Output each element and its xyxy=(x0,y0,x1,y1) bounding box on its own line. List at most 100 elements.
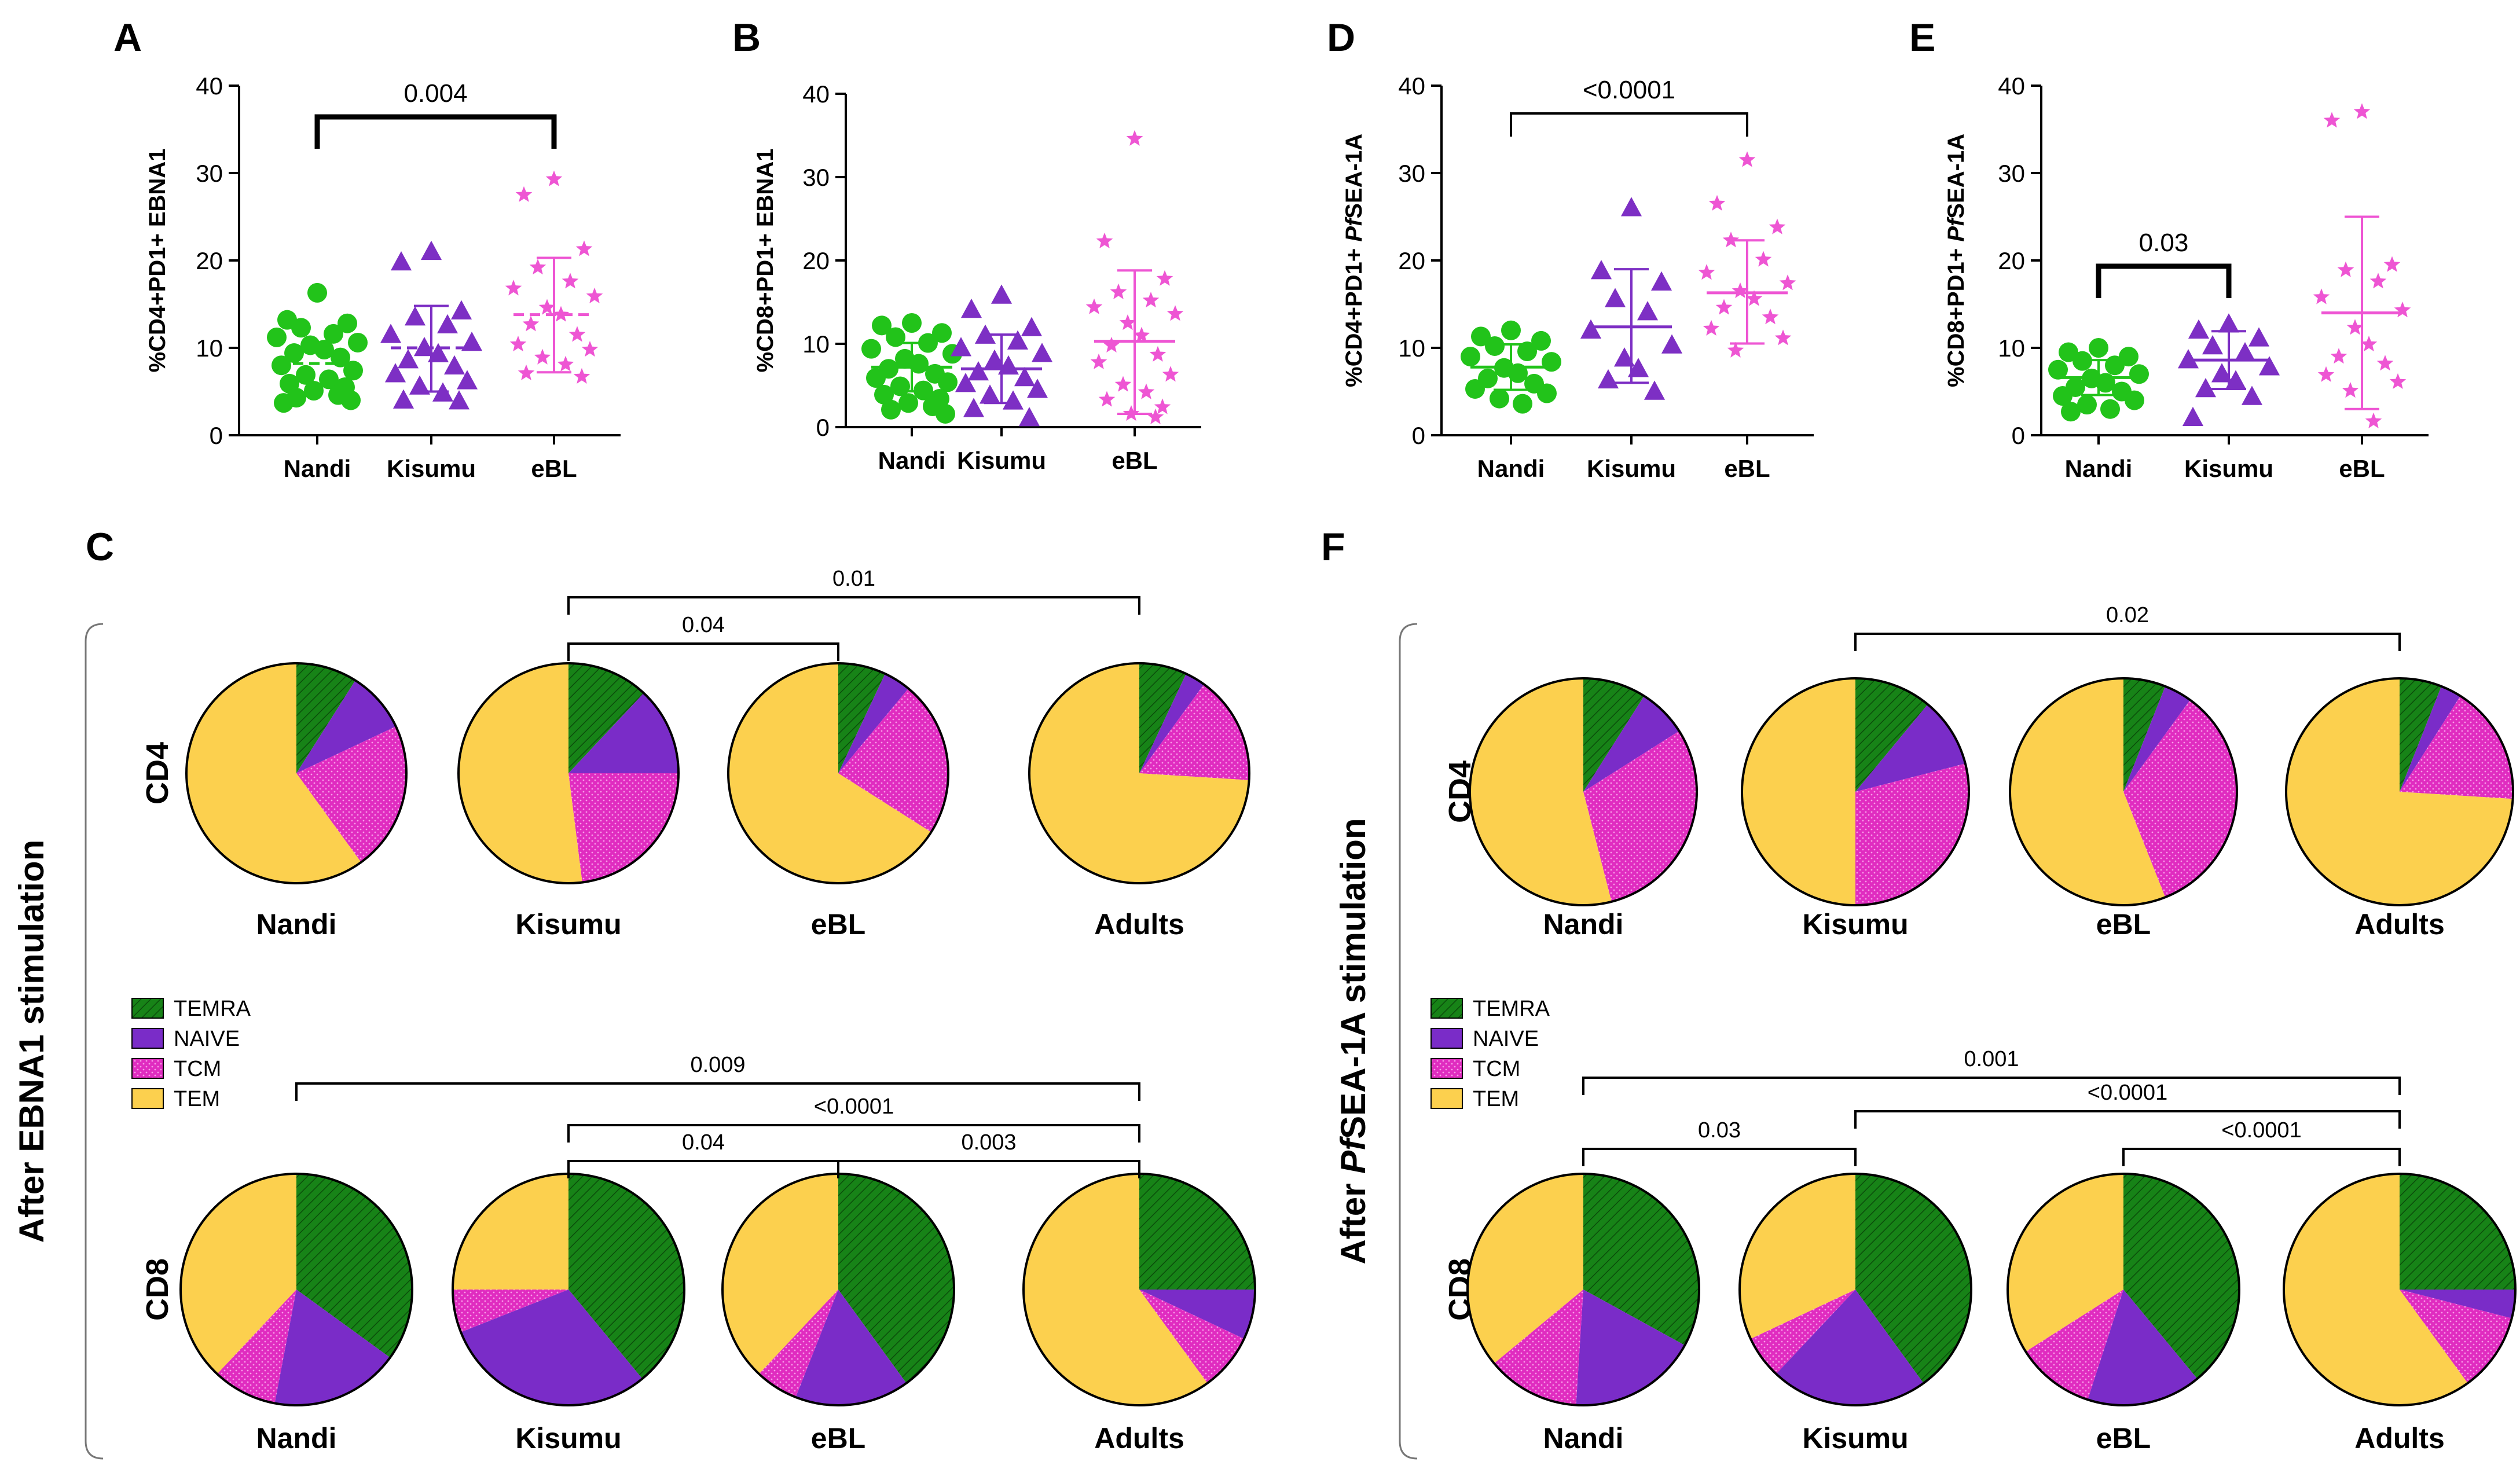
pie-outline xyxy=(1738,1173,1972,1406)
legend-label: TEM xyxy=(1473,1087,1519,1111)
temra-slice xyxy=(1583,678,1644,792)
data-point xyxy=(2383,256,2401,272)
series-kisumu xyxy=(380,240,483,410)
data-point xyxy=(2258,356,2280,376)
data-point xyxy=(979,384,1001,404)
scatter-panel-B: B 0 10 20 30 40 Nandi Kisumu eBL %CD8+PD1+ EBNA1 xyxy=(732,16,1201,474)
y-axis-label-prefix: %CD4+PD1+ xyxy=(1341,242,1367,387)
pie-adults xyxy=(1028,662,1250,884)
data-point xyxy=(1090,353,1107,369)
data-point xyxy=(1126,130,1143,146)
row-label: CD8 xyxy=(140,1258,175,1321)
data-point xyxy=(874,384,894,405)
y-axis-label-italic: Pf xyxy=(1943,216,1969,242)
data-point xyxy=(2100,399,2120,419)
series-kisumu xyxy=(950,284,1053,427)
data-point xyxy=(1119,314,1136,330)
pie-adults xyxy=(2285,677,2514,906)
pie-adults xyxy=(1022,1173,1256,1406)
data-point xyxy=(872,315,892,336)
x-tick-label: Kisumu xyxy=(2184,455,2273,482)
tcm-slice xyxy=(453,1290,568,1332)
data-point xyxy=(552,306,570,322)
temra-slice xyxy=(568,663,644,773)
temra-slice xyxy=(296,1173,413,1358)
naive-slice xyxy=(1776,1290,1924,1406)
x-tick-label: Nandi xyxy=(284,455,351,482)
panel-letter: C xyxy=(86,525,114,569)
significance-bracket xyxy=(1582,1077,2401,1095)
pie-outline xyxy=(2007,1173,2240,1406)
naive-slice xyxy=(2123,686,2191,792)
series-nandi xyxy=(861,313,962,424)
tcm-slice xyxy=(1855,763,1969,905)
data-point xyxy=(522,315,540,332)
data-point xyxy=(450,300,472,319)
tcm-slice xyxy=(568,773,678,883)
data-point xyxy=(267,327,287,347)
group-label: Adults xyxy=(2354,908,2445,941)
data-point xyxy=(1738,151,1756,167)
naive-slice xyxy=(2400,1290,2515,1318)
legend: TEMRA NAIVE TCM TEM xyxy=(1430,997,1550,1111)
tcm-slice xyxy=(217,1290,296,1404)
group-label: eBL xyxy=(2096,1422,2151,1454)
data-point xyxy=(568,326,586,342)
y-tick-label: 20 xyxy=(1398,247,1425,274)
temra-slice xyxy=(2123,678,2166,792)
data-point xyxy=(2177,349,2199,369)
data-point xyxy=(314,340,334,360)
data-point xyxy=(2225,370,2247,390)
pie-outline xyxy=(179,1173,413,1406)
panel-letter: D xyxy=(1327,16,1355,60)
data-point xyxy=(2053,386,2073,406)
significance-bracket xyxy=(567,642,839,661)
temra-slice xyxy=(568,1174,685,1379)
significance-bracket xyxy=(567,1160,839,1178)
data-point xyxy=(1715,299,1733,315)
y-tick-label: 0 xyxy=(2012,422,2025,449)
data-point xyxy=(557,355,574,372)
data-point xyxy=(2365,412,2382,428)
tem-slice xyxy=(722,1173,838,1374)
side-title-suffix: SEA-1A stimulation xyxy=(1334,818,1373,1139)
pie-outline xyxy=(1469,677,1698,906)
tcm-slice xyxy=(1494,1290,1583,1405)
naive-slice xyxy=(296,680,396,773)
data-point xyxy=(1580,319,1602,339)
data-point xyxy=(341,390,361,410)
p-value-label: 0.02 xyxy=(2106,603,2149,627)
data-point xyxy=(1597,369,1619,389)
pie-ebl xyxy=(2007,1173,2240,1406)
data-point xyxy=(2105,355,2125,376)
legend-label: TEMRA xyxy=(1473,997,1550,1021)
tcm-slice xyxy=(296,726,406,862)
data-point xyxy=(2241,385,2263,405)
data-point xyxy=(2211,363,2233,383)
tcm-slice xyxy=(1751,1290,1855,1374)
group-label: Adults xyxy=(1094,1422,1184,1454)
data-point xyxy=(1162,366,1179,382)
x-tick-label: Kisumu xyxy=(387,455,476,482)
tem-slice xyxy=(453,1174,568,1290)
data-point xyxy=(2202,335,2224,355)
data-point xyxy=(562,273,579,289)
y-tick-label: 10 xyxy=(1398,335,1425,362)
data-point xyxy=(343,361,363,381)
y-tick-label: 10 xyxy=(1998,335,2025,362)
data-point xyxy=(1465,379,1485,399)
legend-label: TCM xyxy=(174,1057,221,1081)
y-tick-label: 0 xyxy=(816,414,830,441)
data-point xyxy=(1513,394,1532,414)
naive-slice xyxy=(461,1290,643,1406)
significance-bracket xyxy=(1854,1110,2401,1129)
y-axis-label-suffix: SEA-1A xyxy=(1943,134,1969,219)
legend-swatch-tem xyxy=(131,1088,164,1109)
data-point xyxy=(1490,388,1509,409)
significance-bracket xyxy=(1854,633,2401,651)
p-value-label: 0.04 xyxy=(682,613,725,637)
data-point xyxy=(2376,355,2394,371)
data-point xyxy=(2323,112,2341,128)
data-point xyxy=(1096,232,1113,248)
pie-outline xyxy=(2009,677,2238,906)
